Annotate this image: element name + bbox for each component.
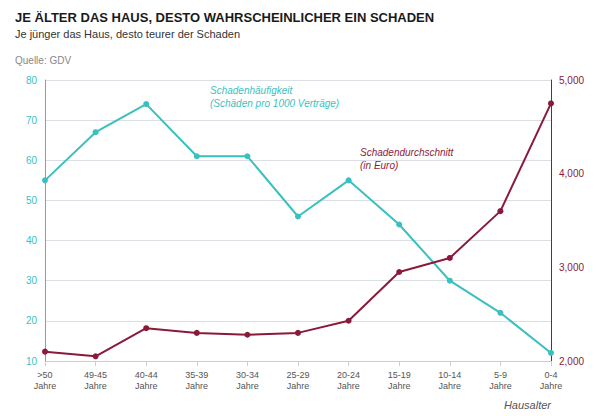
svg-text:>50: >50 bbox=[37, 370, 52, 380]
svg-text:Jahre: Jahre bbox=[236, 381, 259, 391]
svg-text:0-4: 0-4 bbox=[544, 370, 557, 380]
svg-text:Jahre: Jahre bbox=[84, 381, 107, 391]
svg-text:Jahre: Jahre bbox=[439, 381, 462, 391]
svg-text:Jahre: Jahre bbox=[388, 381, 411, 391]
svg-text:30: 30 bbox=[26, 275, 38, 286]
svg-text:20-24: 20-24 bbox=[337, 370, 360, 380]
svg-text:10: 10 bbox=[26, 356, 38, 367]
svg-text:80: 80 bbox=[26, 75, 38, 86]
svg-text:20: 20 bbox=[26, 315, 38, 326]
svg-text:5-9: 5-9 bbox=[494, 370, 507, 380]
svg-text:49-45: 49-45 bbox=[84, 370, 107, 380]
svg-text:Jahre: Jahre bbox=[287, 381, 310, 391]
svg-text:2,000: 2,000 bbox=[559, 356, 584, 367]
svg-text:3,000: 3,000 bbox=[559, 262, 584, 273]
svg-text:70: 70 bbox=[26, 115, 38, 126]
svg-text:10-14: 10-14 bbox=[438, 370, 461, 380]
svg-text:Quelle: GDV: Quelle: GDV bbox=[15, 55, 71, 66]
svg-text:Je jünger das Haus, desto teur: Je jünger das Haus, desto teurer der Sch… bbox=[15, 28, 240, 40]
svg-text:Jahre: Jahre bbox=[489, 381, 512, 391]
svg-text:Schadenhäufigkeit: Schadenhäufigkeit bbox=[210, 85, 294, 96]
svg-text:30-34: 30-34 bbox=[236, 370, 259, 380]
svg-text:40: 40 bbox=[26, 235, 38, 246]
svg-text:Jahre: Jahre bbox=[135, 381, 158, 391]
svg-text:JE ÄLTER DAS HAUS, DESTO WAHRS: JE ÄLTER DAS HAUS, DESTO WAHRSCHEINLICHE… bbox=[15, 10, 434, 25]
svg-text:4,000: 4,000 bbox=[559, 168, 584, 179]
svg-text:Schadendurchschnitt: Schadendurchschnitt bbox=[360, 147, 455, 158]
svg-text:5,000: 5,000 bbox=[559, 75, 584, 86]
svg-text:(in Euro): (in Euro) bbox=[360, 160, 398, 171]
svg-text:(Schäden pro 1000 Verträge): (Schäden pro 1000 Verträge) bbox=[210, 98, 339, 109]
svg-text:60: 60 bbox=[26, 155, 38, 166]
svg-text:Jahre: Jahre bbox=[186, 381, 209, 391]
svg-text:15-19: 15-19 bbox=[388, 370, 411, 380]
svg-text:Jahre: Jahre bbox=[337, 381, 360, 391]
svg-text:Jahre: Jahre bbox=[540, 381, 563, 391]
svg-text:40-44: 40-44 bbox=[135, 370, 158, 380]
svg-text:Jahre: Jahre bbox=[34, 381, 57, 391]
svg-text:Hausalter: Hausalter bbox=[504, 399, 552, 411]
svg-text:25-29: 25-29 bbox=[286, 370, 309, 380]
svg-text:35-39: 35-39 bbox=[185, 370, 208, 380]
svg-text:50: 50 bbox=[26, 195, 38, 206]
